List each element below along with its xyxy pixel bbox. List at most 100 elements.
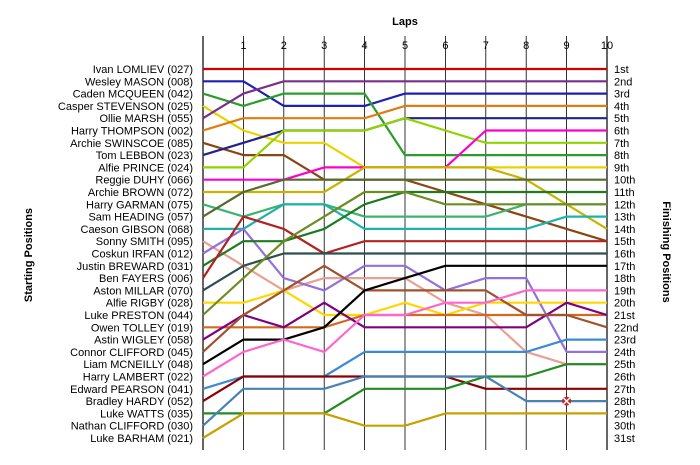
series-line — [202, 301, 608, 341]
finishing-label: 28th — [614, 396, 635, 408]
finishing-label: 21st — [614, 310, 635, 322]
starting-label: Ivan LOMLIEV (027) — [93, 64, 193, 76]
starting-label: Caeson GIBSON (068) — [81, 224, 194, 236]
starting-label: Sonny SMITH (095) — [96, 236, 193, 248]
x-tick-label: 4 — [362, 40, 368, 52]
starting-label: Tom LEBBON (023) — [96, 150, 193, 162]
finishing-label: 15th — [614, 236, 635, 248]
x-axis-title: Laps — [392, 16, 418, 28]
finishing-label: 12th — [614, 199, 635, 211]
starting-label: Ben FAYERS (006) — [99, 273, 193, 285]
starting-label: Ollie MARSH (055) — [99, 113, 193, 125]
series-lines — [202, 67, 608, 439]
starting-label: Justin BREWARD (031) — [77, 261, 193, 273]
finishing-label: 24th — [614, 347, 635, 359]
series-line — [203, 117, 607, 169]
starting-label: Luke BARHAM (021) — [90, 433, 193, 445]
starting-label: Sam HEADING (057) — [88, 212, 193, 224]
x-tick-label: 1 — [240, 40, 246, 52]
starting-label: Owen TOLLEY (019) — [91, 322, 193, 334]
left-axis-title: Starting Positions — [23, 208, 35, 302]
starting-label: Caden MCQUEEN (042) — [73, 89, 193, 101]
starting-label: Edward PEARSON (041) — [70, 384, 193, 396]
series-line — [203, 289, 607, 317]
x-tick-label: 9 — [564, 40, 570, 52]
x-tick-labels: 1 2 3 4 5 6 7 8 9 10 — [240, 40, 613, 52]
starting-label: Liam MCNEILLY (048) — [83, 359, 193, 371]
finishing-label: 17th — [614, 261, 635, 273]
x-tick-label: 5 — [402, 40, 408, 52]
series-line — [202, 190, 607, 316]
markers — [562, 396, 572, 406]
series-line — [203, 203, 607, 230]
starting-label: Alfie RIGBY (028) — [106, 298, 193, 310]
series-line — [202, 289, 607, 378]
finishing-label: 31st — [614, 433, 635, 445]
starting-label: Wesley MASON (008) — [85, 76, 193, 88]
finishing-label: 4th — [614, 101, 629, 113]
starting-label: Luke WATTS (035) — [100, 408, 193, 420]
finishing-label: 14th — [614, 224, 635, 236]
finishing-label: 22nd — [614, 322, 638, 334]
finishing-label: 16th — [614, 249, 635, 261]
starting-label: Luke PRESTON (044) — [84, 310, 193, 322]
starting-label: Aston MILLAR (070) — [93, 285, 193, 297]
starting-label: Harry THOMPSON (002) — [71, 126, 193, 138]
finishing-label: 7th — [614, 138, 629, 150]
finishing-label: 27th — [614, 384, 635, 396]
x-tick-label: 6 — [442, 40, 448, 52]
finishing-label: 1st — [614, 64, 629, 76]
starting-label: Archie SWINSCOE (085) — [70, 138, 193, 150]
starting-label: Bradley HARDY (052) — [86, 396, 193, 408]
series-line — [202, 264, 608, 353]
starting-label: Reggie DUHY (066) — [95, 175, 193, 187]
starting-label: Astin WIGLEY (058) — [94, 335, 193, 347]
finishing-label: 10th — [614, 175, 635, 187]
dnf-marker-cross — [563, 397, 571, 405]
finishing-label: 29th — [614, 408, 635, 420]
finishing-label: 20th — [614, 298, 635, 310]
finishing-label: 9th — [614, 162, 629, 174]
finishing-label: 6th — [614, 126, 629, 138]
x-tick-label: 10 — [601, 40, 613, 52]
starting-label: Coskun IRFAN (012) — [92, 249, 193, 261]
series-line — [202, 80, 607, 120]
starting-label: Nathan CLIFFORD (030) — [71, 421, 193, 433]
starting-label: Casper STEVENSON (025) — [58, 101, 193, 113]
x-tick-label: 3 — [321, 40, 327, 52]
starting-label: Harry GARMAN (075) — [86, 199, 193, 211]
finishing-label: 25th — [614, 359, 635, 371]
finishing-label: 13th — [614, 212, 635, 224]
starting-label: Alfie PRINCE (024) — [98, 162, 193, 174]
series-line — [202, 104, 607, 132]
finishing-label: 2nd — [614, 76, 632, 88]
series-line — [202, 412, 607, 439]
x-tick-label: 2 — [281, 40, 287, 52]
finishing-label: 8th — [614, 150, 629, 162]
finishing-position-labels: 1st2nd3rd4th5th6th7th8th9th10th11th12th1… — [614, 64, 638, 445]
finishing-label: 30th — [614, 421, 635, 433]
x-tick-label: 7 — [483, 40, 489, 52]
finishing-label: 5th — [614, 113, 629, 125]
series-line — [203, 166, 608, 230]
series-line — [202, 92, 607, 157]
starting-label: Archie BROWN (072) — [88, 187, 193, 199]
finishing-label: 3rd — [614, 89, 630, 101]
dnf-marker — [562, 396, 572, 406]
finishing-label: 11th — [614, 187, 635, 199]
series-line — [202, 178, 607, 218]
finishing-label: 19th — [614, 285, 635, 297]
series-line — [202, 375, 607, 427]
right-axis-title: Finishing Positions — [660, 201, 672, 302]
starting-label: Connor CLIFFORD (045) — [70, 347, 193, 359]
starting-label: Harry LAMBERT (022) — [83, 372, 193, 384]
starting-position-labels: Ivan LOMLIEV (027)Wesley MASON (008)Cade… — [58, 64, 193, 445]
finishing-label: 26th — [614, 372, 635, 384]
x-tick-label: 8 — [523, 40, 529, 52]
series-line — [202, 252, 607, 292]
finishing-label: 23rd — [614, 335, 636, 347]
finishing-label: 18th — [614, 273, 635, 285]
series-line — [202, 215, 607, 279]
series-line — [202, 264, 607, 366]
